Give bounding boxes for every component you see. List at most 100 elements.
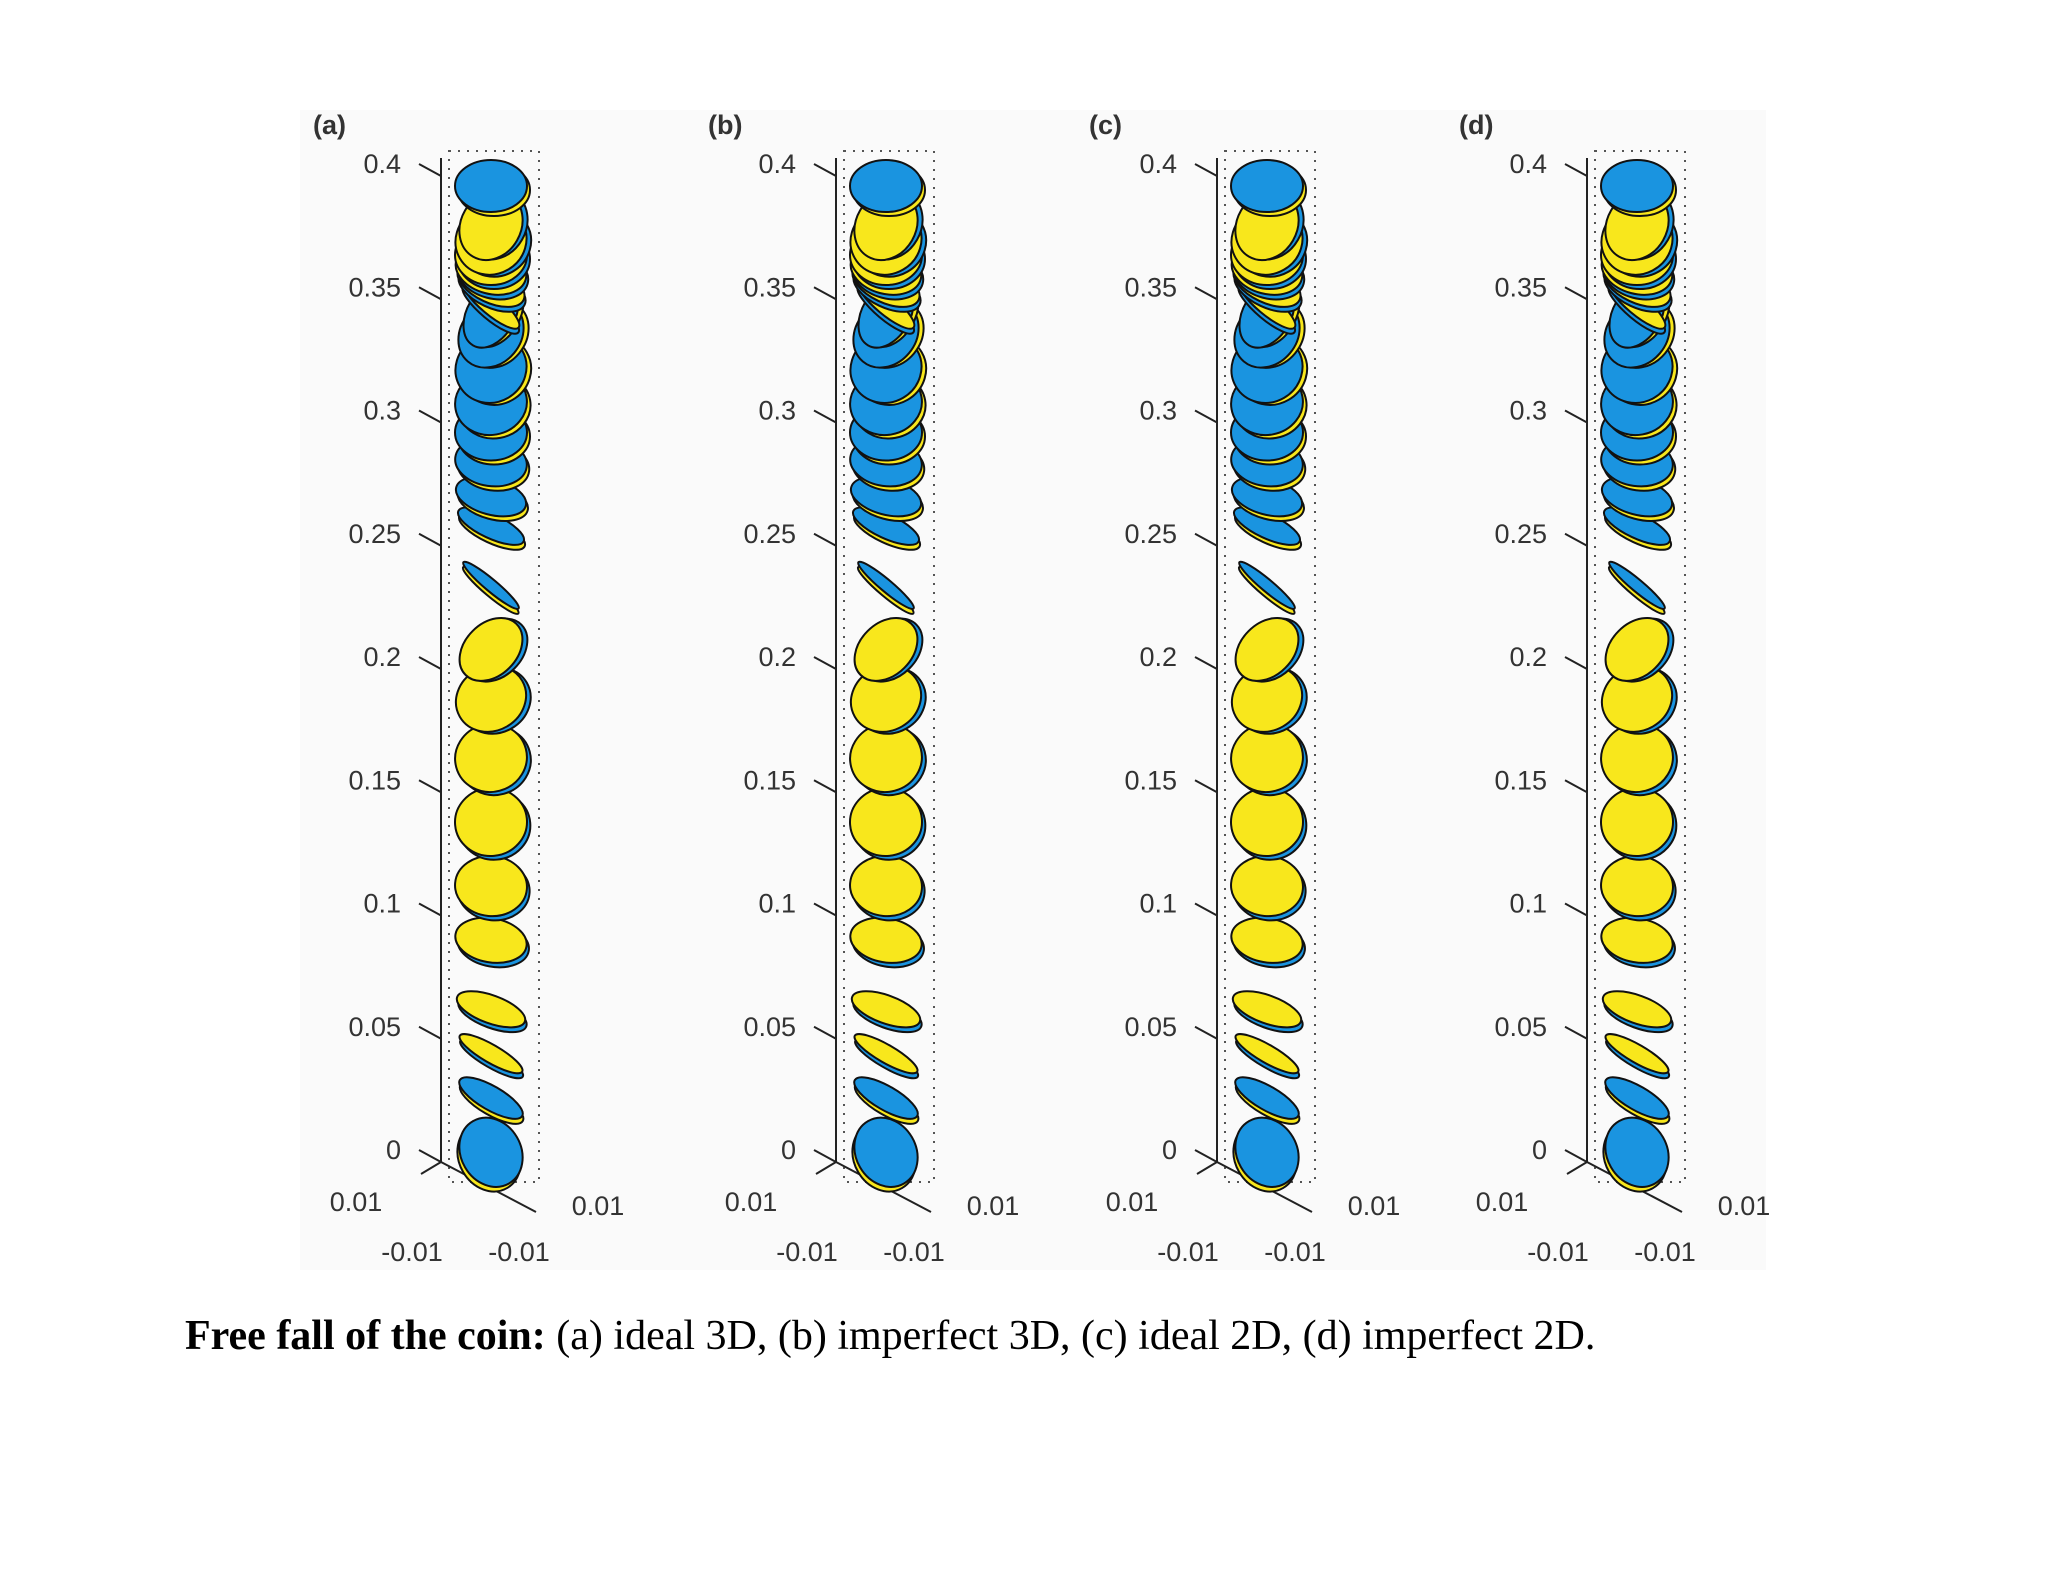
tick-mark [813, 532, 837, 547]
y-tick-label: 0.05 [743, 1012, 796, 1042]
coin [853, 1033, 919, 1075]
panel: (c) 0 0.05 0.1 0.15 0.2 0.25 0.3 0.35 0.4 0.01 -0.0… [1089, 110, 1400, 1267]
coin [1230, 159, 1304, 213]
y-tick-label: 0.2 [363, 642, 401, 672]
tick-mark [418, 1025, 442, 1040]
tick-mark [1194, 532, 1218, 547]
y-tick-label: 0.25 [1124, 519, 1177, 549]
tick-mark [1564, 1025, 1588, 1040]
tick-mark [1564, 286, 1588, 301]
panel-label: (c) [1089, 110, 1122, 140]
y-tick-label: 0.15 [1494, 765, 1547, 795]
tick-mark [418, 779, 442, 794]
coin [1234, 1033, 1300, 1075]
y-tick-label: 0.25 [348, 519, 401, 549]
tick-mark [1564, 779, 1588, 794]
tick-mark [813, 656, 837, 670]
y-tick-label: 0.25 [1494, 519, 1547, 549]
coin [1604, 1076, 1670, 1120]
z-tick-label: 0.01 [572, 1191, 625, 1221]
tick-mark [1564, 1149, 1588, 1163]
tick-mark [1564, 902, 1588, 917]
tick-mark [1194, 163, 1218, 177]
caption-text: (a) ideal 3D, (b) imperfect 3D, (c) idea… [556, 1313, 1596, 1359]
y-tick-label: 0.4 [1509, 149, 1547, 179]
panel-label: (d) [1459, 110, 1493, 140]
caption: Free fall of the coin: (a) ideal 3D, (b)… [185, 1312, 1595, 1360]
coin [850, 990, 922, 1029]
x-tick-label: -0.01 [381, 1237, 443, 1267]
x-tick-label: -0.01 [1157, 1237, 1219, 1267]
axis-box [1224, 150, 1316, 1183]
y-tick-label: 0 [386, 1135, 401, 1165]
base-axis [815, 1161, 837, 1175]
coin [1234, 1116, 1300, 1188]
y-tick-label: 0.4 [1139, 149, 1177, 179]
coin [1238, 560, 1296, 610]
tick-mark [418, 532, 442, 547]
tick-mark [1564, 163, 1588, 177]
axis-box [448, 150, 540, 1183]
coin [454, 159, 528, 213]
panel: (d) 0 0.05 0.1 0.15 0.2 0.25 0.3 0.35 0.4 0.01 -0.0… [1459, 110, 1770, 1267]
z-tick-label: 0.01 [1718, 1191, 1771, 1221]
y-tick-label: 0.1 [1509, 889, 1547, 919]
coin [853, 1116, 919, 1188]
y-tick-label: 0.2 [758, 642, 796, 672]
coin [458, 1116, 524, 1188]
x-tick-label: -0.01 [1527, 1237, 1589, 1267]
tick-mark [1194, 409, 1218, 424]
coin [1604, 617, 1670, 682]
tick-mark [1564, 409, 1588, 424]
coin [1601, 990, 1673, 1029]
coin [857, 560, 915, 610]
tick-mark [1194, 1149, 1218, 1163]
coin [853, 1076, 919, 1120]
tick-mark [1194, 286, 1218, 301]
coin [1234, 617, 1300, 682]
y-tick-label: 0.35 [743, 272, 796, 302]
coin [458, 1076, 524, 1120]
coin [1600, 159, 1674, 213]
base-axis [1566, 1161, 1588, 1175]
axis-box [843, 150, 935, 1183]
y-tick-label: 0.1 [363, 889, 401, 919]
x-tick-label: -0.01 [776, 1237, 838, 1267]
y-tick-label: 0.35 [1124, 272, 1177, 302]
y-tick-label: 0.4 [758, 149, 796, 179]
y-tick-label: 0.1 [1139, 889, 1177, 919]
tick-mark [813, 902, 837, 917]
tick-mark [813, 1149, 837, 1163]
tick-mark [813, 163, 837, 177]
coin [458, 617, 524, 682]
y-tick-label: 0.3 [363, 396, 401, 426]
y-tick-label: 0.35 [1494, 272, 1547, 302]
z-tick-label: -0.01 [883, 1237, 945, 1267]
x-tick-label: 0.01 [725, 1187, 778, 1217]
coin [1604, 1033, 1670, 1075]
tick-mark [1194, 779, 1218, 794]
y-tick-label: 0.05 [1124, 1012, 1177, 1042]
coin [1608, 560, 1666, 610]
x-tick-label: 0.01 [330, 1187, 383, 1217]
z-tick-label: 0.01 [1348, 1191, 1401, 1221]
tick-mark [418, 656, 442, 670]
tick-mark [418, 163, 442, 177]
y-tick-label: 0.35 [348, 272, 401, 302]
y-tick-label: 0.15 [1124, 765, 1177, 795]
y-tick-label: 0.15 [348, 765, 401, 795]
coin [849, 159, 923, 213]
tick-mark [1564, 532, 1588, 547]
coin [455, 990, 527, 1029]
x-tick-label: 0.01 [1106, 1187, 1159, 1217]
tick-mark [418, 902, 442, 917]
y-tick-label: 0.2 [1509, 642, 1547, 672]
y-tick-label: 0 [1532, 1135, 1547, 1165]
y-tick-label: 0.4 [363, 149, 401, 179]
coin [853, 617, 919, 682]
coin [1231, 990, 1303, 1029]
tick-mark [418, 1149, 442, 1163]
tick-mark [418, 286, 442, 301]
base-axis [420, 1161, 442, 1175]
panel: (b) 0 0.05 0.1 0.15 0.2 0.25 0.3 0.35 0.4 0.01 -0.0… [708, 110, 1019, 1267]
